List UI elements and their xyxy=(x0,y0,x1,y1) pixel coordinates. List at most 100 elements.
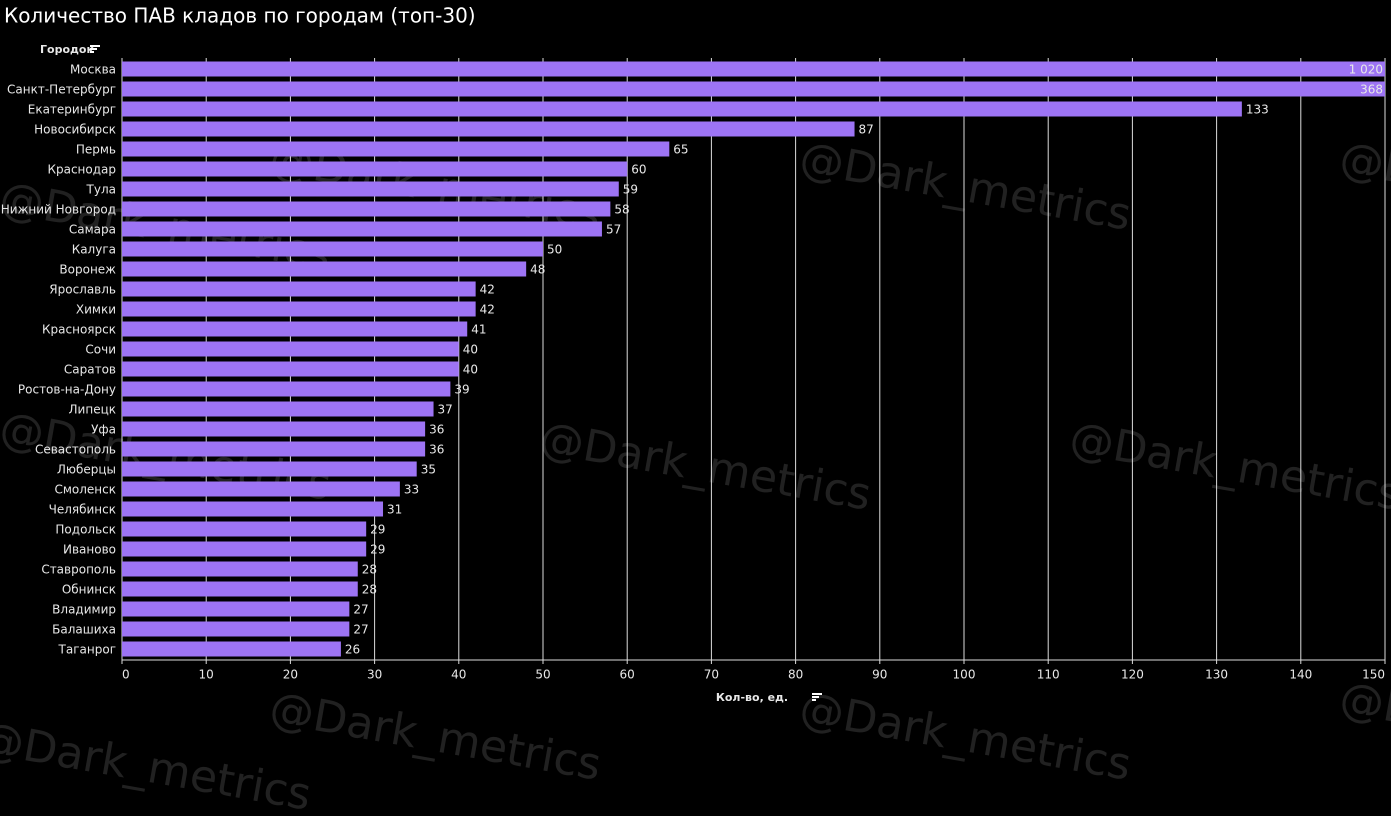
x-tick-label: 50 xyxy=(535,668,550,682)
bar xyxy=(122,141,670,157)
y-tick-label: Владимир xyxy=(52,603,116,617)
y-axis-title: Городок xyxy=(40,43,94,56)
y-tick-label: Воронеж xyxy=(59,263,116,277)
value-label: 65 xyxy=(673,143,688,157)
value-label: 26 xyxy=(345,643,360,657)
bar xyxy=(122,321,468,337)
value-label: 29 xyxy=(370,543,385,557)
bar xyxy=(122,601,350,617)
bar xyxy=(122,461,417,477)
y-tick-label: Пермь xyxy=(76,143,116,157)
bar xyxy=(122,341,459,357)
y-tick-label: Санкт-Петербург xyxy=(7,83,116,97)
y-tick-label: Краснодар xyxy=(47,163,116,177)
value-label: 40 xyxy=(463,363,478,377)
y-tick-label: Тула xyxy=(86,183,116,197)
y-tick-label: Москва xyxy=(70,63,116,77)
value-label: 368 xyxy=(1360,83,1383,97)
x-tick-label: 30 xyxy=(367,668,382,682)
y-tick-label: Красноярск xyxy=(42,323,116,337)
y-tick-label: Уфа xyxy=(91,423,116,437)
x-tick-label: 0 xyxy=(122,668,130,682)
y-tick-label: Подольск xyxy=(55,523,116,537)
value-label: 42 xyxy=(480,283,495,297)
bar xyxy=(122,441,426,457)
watermark: @Dark_metrics xyxy=(1336,672,1391,780)
value-label: 36 xyxy=(429,423,444,437)
x-tick-label: 130 xyxy=(1205,668,1228,682)
bar xyxy=(122,221,602,237)
x-tick-label: 10 xyxy=(199,668,214,682)
y-tick-label: Люберцы xyxy=(57,463,116,477)
bar xyxy=(122,121,855,137)
value-label: 59 xyxy=(623,183,638,197)
bar xyxy=(122,181,619,197)
value-label: 28 xyxy=(362,563,377,577)
chart-title: Количество ПАВ кладов по городам (топ-30… xyxy=(4,4,476,28)
x-tick-label: 40 xyxy=(451,668,466,682)
bar xyxy=(122,61,1385,77)
bar xyxy=(122,361,459,377)
x-tick-label: 100 xyxy=(953,668,976,682)
value-label: 50 xyxy=(547,243,562,257)
value-label: 37 xyxy=(438,403,453,417)
bar xyxy=(122,281,476,297)
x-tick-label: 70 xyxy=(704,668,719,682)
y-tick-label: Смоленск xyxy=(54,483,116,497)
value-label: 57 xyxy=(606,223,621,237)
value-label: 33 xyxy=(404,483,419,497)
value-label: 27 xyxy=(353,603,368,617)
value-label: 27 xyxy=(353,623,368,637)
bar xyxy=(122,501,384,517)
watermark: @Dark_metrics xyxy=(536,412,875,520)
y-tick-label: Сочи xyxy=(85,343,116,357)
bar xyxy=(122,101,1242,117)
x-axis-title: Кол-во, ед. xyxy=(716,691,788,704)
watermark: @Dark_metrics xyxy=(266,682,605,790)
bar xyxy=(122,301,476,317)
bar xyxy=(122,401,434,417)
value-label: 1 020 xyxy=(1349,63,1383,77)
bar xyxy=(122,581,358,597)
bar xyxy=(122,201,611,217)
value-label: 42 xyxy=(480,303,495,317)
y-tick-label: Новосибирск xyxy=(34,123,116,137)
sort-icon[interactable] xyxy=(90,45,100,53)
y-tick-label: Челябинск xyxy=(49,503,116,517)
bar xyxy=(122,621,350,637)
x-tick-label: 80 xyxy=(788,668,803,682)
x-tick-label: 120 xyxy=(1121,668,1144,682)
bar xyxy=(122,421,426,437)
value-label: 87 xyxy=(859,123,874,137)
watermark: @Dark_metrics xyxy=(796,132,1135,240)
bar xyxy=(122,381,451,397)
y-tick-label: Ставрополь xyxy=(41,563,116,577)
y-tick-label: Екатеринбург xyxy=(28,103,116,117)
y-tick-label: Калуга xyxy=(72,243,116,257)
y-tick-label: Таганрог xyxy=(58,643,116,657)
value-label: 29 xyxy=(370,523,385,537)
watermark: @Dark_metrics xyxy=(796,682,1135,790)
y-tick-label: Самара xyxy=(69,223,116,237)
y-tick-label: Севастополь xyxy=(35,443,116,457)
watermark: @Dark_metrics xyxy=(1066,412,1391,520)
y-tick-label: Саратов xyxy=(64,363,116,377)
value-label: 40 xyxy=(463,343,478,357)
value-label: 60 xyxy=(631,163,646,177)
y-tick-label: Химки xyxy=(76,303,116,317)
y-tick-label: Иваново xyxy=(63,543,116,557)
y-tick-label: Липецк xyxy=(69,403,116,417)
bar xyxy=(122,161,628,177)
y-tick-label: Ростов-на-Дону xyxy=(18,383,116,397)
bar xyxy=(122,641,341,657)
x-tick-label: 20 xyxy=(283,668,298,682)
value-label: 48 xyxy=(530,263,545,277)
watermark: @Dark_metrics xyxy=(1336,132,1391,240)
x-tick-label: 140 xyxy=(1289,668,1312,682)
value-label: 28 xyxy=(362,583,377,597)
bar xyxy=(122,481,400,497)
value-label: 31 xyxy=(387,503,402,517)
x-tick-label: 90 xyxy=(872,668,887,682)
sort-icon[interactable] xyxy=(812,693,822,701)
